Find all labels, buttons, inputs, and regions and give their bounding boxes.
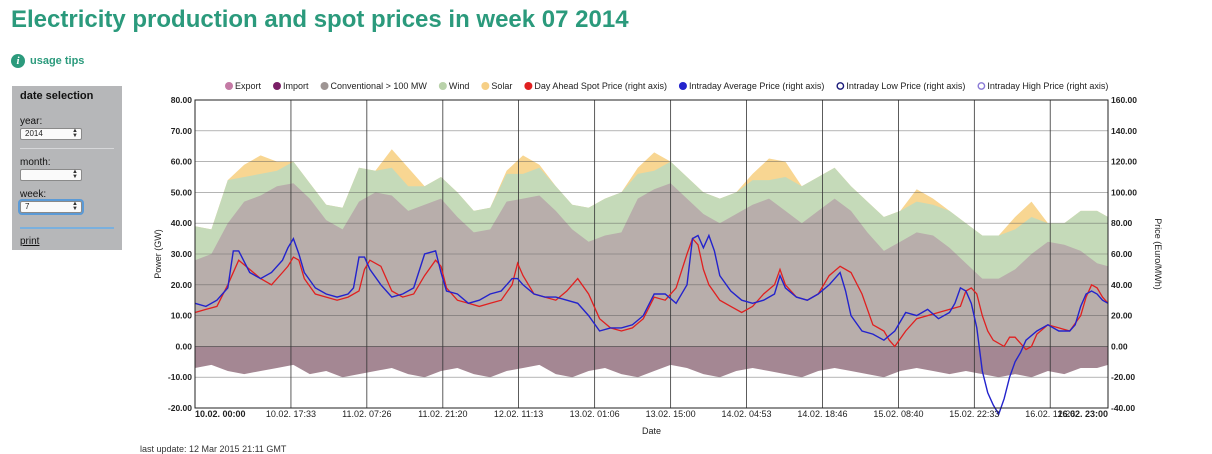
y2-tick-label: 40.00 — [1111, 280, 1133, 290]
y-tick-label: 0.00 — [175, 341, 192, 351]
conventional-area — [195, 183, 1108, 347]
legend-item[interactable]: Day Ahead Spot Price (right axis) — [524, 81, 667, 91]
y-tick-label: -20.00 — [168, 403, 192, 413]
year-select-value: 2014 — [25, 129, 43, 138]
y2-tick-label: 120.00 — [1111, 157, 1137, 167]
legend-label: Export — [235, 81, 262, 91]
info-icon: i — [11, 54, 25, 68]
y-axis-title: Power (GW) — [153, 229, 163, 279]
select-arrows-icon: ▲ ▼ — [72, 169, 78, 180]
y-tick-label: 50.00 — [171, 187, 193, 197]
date-selection-heading: date selection — [20, 90, 94, 102]
y2-tick-label: 140.00 — [1111, 126, 1137, 136]
x-tick-label: 13.02. 01:06 — [570, 409, 620, 419]
y-tick-label: 30.00 — [171, 249, 193, 259]
y2-tick-label: 20.00 — [1111, 311, 1133, 321]
x-tick-label: 14.02. 18:46 — [797, 409, 847, 419]
y2-tick-label: 60.00 — [1111, 249, 1133, 259]
y-tick-label: 80.00 — [171, 95, 193, 105]
x-tick-label: 12.02. 11:13 — [494, 409, 543, 419]
legend-item[interactable]: Export — [225, 81, 262, 91]
legend-label: Day Ahead Spot Price (right axis) — [534, 81, 667, 91]
print-link[interactable]: print — [20, 236, 40, 247]
x-axis-title: Date — [642, 426, 661, 436]
legend-label: Solar — [491, 81, 512, 91]
y2-tick-label: 160.00 — [1111, 95, 1137, 105]
y-tick-label: 40.00 — [171, 218, 193, 228]
legend-item[interactable]: Import — [273, 81, 309, 91]
legend-label: Wind — [449, 81, 470, 91]
week-label: week: — [20, 189, 47, 200]
week-select[interactable]: 7 ▲ ▼ — [18, 199, 84, 215]
y2-tick-label: 100.00 — [1111, 187, 1137, 197]
divider — [20, 148, 114, 149]
x-tick-label: 16.02. 12:26 — [1025, 409, 1075, 419]
day-ahead-price-line — [194, 237, 1109, 351]
select-arrows-icon: ▲ ▼ — [72, 128, 78, 139]
y-tick-label: 10.00 — [171, 311, 193, 321]
legend-label: Conventional > 100 MW — [331, 81, 428, 91]
legend-marker — [977, 82, 986, 90]
legend-item[interactable]: Intraday Low Price (right axis) — [836, 81, 965, 91]
legend-item[interactable]: Conventional > 100 MW — [320, 81, 428, 91]
y2-tick-label: 0.00 — [1111, 341, 1128, 351]
legend-marker — [438, 82, 447, 90]
x-tick-label: 10.02. 00:00 — [195, 409, 246, 419]
page-title: Electricity production and spot prices i… — [11, 6, 629, 33]
plot-frame — [194, 99, 1109, 409]
usage-tips-link[interactable]: i usage tips — [11, 54, 84, 68]
legend-marker — [320, 82, 329, 90]
y-tick-label: 20.00 — [171, 280, 193, 290]
legend-marker — [836, 82, 845, 90]
y2-tick-label: -20.00 — [1111, 372, 1135, 382]
y2-axis-title: Price (Euro/MWh) — [1153, 218, 1163, 290]
last-update-text: last update: 12 Mar 2015 21:11 GMT — [140, 444, 287, 454]
legend-item[interactable]: Intraday High Price (right axis) — [977, 81, 1108, 91]
x-tick-label: 14.02. 04:53 — [721, 409, 771, 419]
legend-item[interactable]: Wind — [438, 81, 470, 91]
y-tick-label: 60.00 — [171, 157, 193, 167]
y2-tick-label: 80.00 — [1111, 218, 1133, 228]
y-tick-label: -10.00 — [168, 372, 192, 382]
divider — [20, 227, 114, 229]
usage-tips-label: usage tips — [30, 55, 85, 67]
legend-item[interactable]: Intraday Average Price (right axis) — [678, 81, 824, 91]
legend-marker — [273, 82, 282, 90]
week-select-value: 7 — [25, 202, 30, 211]
x-tick-label: 15.02. 22:33 — [949, 409, 999, 419]
y-tick-label: 70.00 — [171, 126, 193, 136]
x-tick-label: 11.02. 07:26 — [342, 409, 391, 419]
legend-label: Intraday High Price (right axis) — [987, 81, 1108, 91]
x-tick-label: 15.02. 08:40 — [873, 409, 923, 419]
legend-marker — [524, 82, 533, 90]
legend-item[interactable]: Solar — [481, 81, 512, 91]
x-tick-label: 10.02. 17:33 — [266, 409, 316, 419]
month-label: month: — [20, 157, 51, 168]
year-label: year: — [20, 116, 43, 127]
export-area — [195, 346, 1108, 378]
select-arrows-icon: ▲ ▼ — [72, 201, 78, 212]
intraday-average-price-line — [194, 233, 1109, 416]
legend-marker — [678, 82, 687, 90]
x-tick-label: 11.02. 21:20 — [418, 409, 467, 419]
y2-tick-label: -40.00 — [1111, 403, 1135, 413]
x-tick-label: 13.02. 15:00 — [646, 409, 696, 419]
legend-marker — [481, 82, 490, 90]
legend-marker — [225, 82, 233, 90]
legend-label: Import — [283, 81, 309, 91]
x-tick-label: 16.02. 23:00 — [1057, 409, 1108, 419]
date-selection-panel: date selection year: 2014 ▲ ▼ month: ▲ ▼ w… — [12, 86, 122, 250]
legend-label: Intraday Average Price (right axis) — [689, 81, 824, 91]
legend-label: Intraday Low Price (right axis) — [846, 81, 965, 91]
year-select[interactable]: 2014 ▲ ▼ — [20, 128, 82, 140]
month-select[interactable]: ▲ ▼ — [20, 169, 82, 181]
